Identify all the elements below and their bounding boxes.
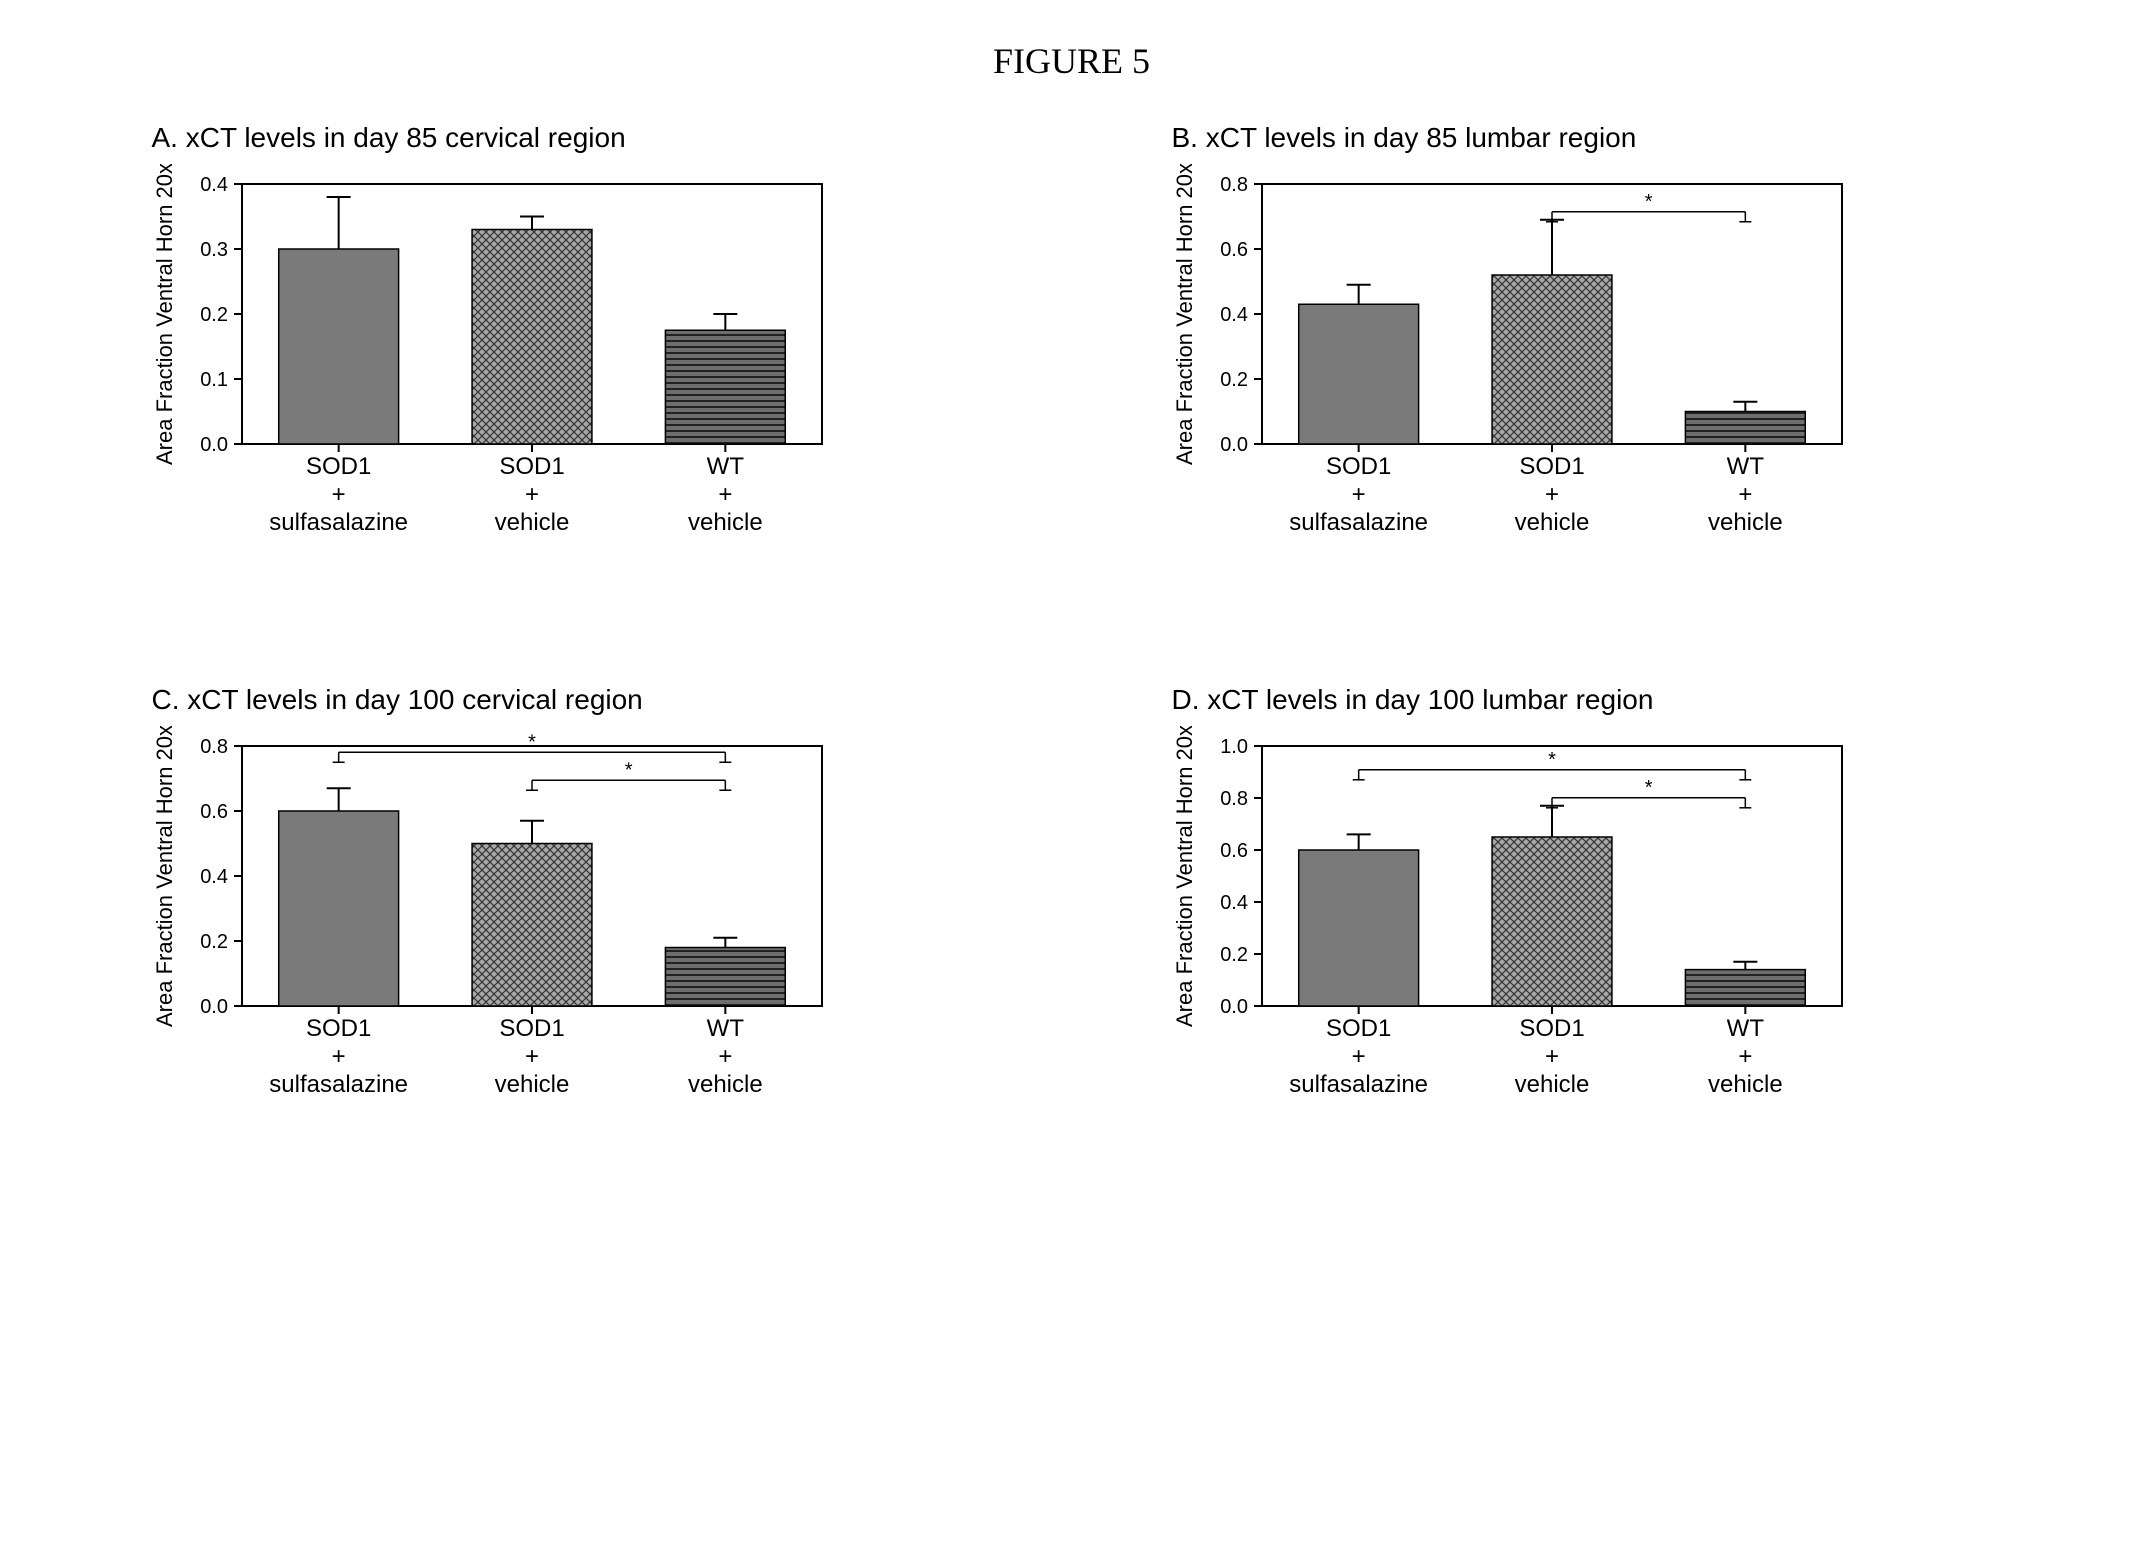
panel-a-chart: 0.0 0.1 0.2 0.3 0.4 Area Fraction Ventral Hor…: [122, 164, 922, 564]
svg-text:0.4: 0.4: [200, 174, 228, 196]
svg-text:+: +: [1544, 1043, 1558, 1070]
panel-c-title: C. xCT levels in day 100 cervical region: [122, 684, 1002, 716]
svg-text:SOD1: SOD1: [1519, 453, 1584, 480]
svg-text:WT: WT: [1726, 453, 1764, 480]
svg-text:WT: WT: [1726, 1015, 1764, 1042]
svg-text:Area Fraction Ventral Horn 20x: Area Fraction Ventral Horn 20x: [1172, 726, 1197, 1027]
svg-text:0.8: 0.8: [200, 736, 228, 758]
svg-text:*: *: [528, 731, 536, 753]
svg-text:SOD1: SOD1: [1325, 1015, 1390, 1042]
svg-text:0.0: 0.0: [200, 996, 228, 1018]
svg-text:0.6: 0.6: [1220, 239, 1248, 261]
svg-text:SOD1: SOD1: [499, 1015, 564, 1042]
svg-text:0.4: 0.4: [1220, 304, 1248, 326]
svg-text:+: +: [1738, 481, 1752, 508]
svg-text:+: +: [718, 481, 732, 508]
svg-text:sulfasalazine: sulfasalazine: [269, 509, 408, 536]
svg-text:*: *: [624, 759, 632, 781]
svg-text:*: *: [1548, 749, 1556, 771]
svg-text:0.8: 0.8: [1220, 174, 1248, 196]
svg-text:vehicle: vehicle: [687, 1071, 762, 1098]
svg-text:*: *: [1644, 191, 1652, 213]
svg-text:+: +: [1351, 481, 1365, 508]
svg-text:vehicle: vehicle: [1707, 509, 1782, 536]
svg-text:0.4: 0.4: [1220, 892, 1248, 914]
svg-text:0.0: 0.0: [1220, 996, 1248, 1018]
svg-text:0.2: 0.2: [200, 931, 228, 953]
svg-text:WT: WT: [706, 453, 744, 480]
svg-text:+: +: [1544, 481, 1558, 508]
panel-c-chart: 0.0 0.2 0.4 0.6 0.8 Area Fraction Ventral Hor…: [122, 726, 922, 1126]
svg-text:+: +: [331, 1043, 345, 1070]
svg-text:SOD1: SOD1: [1519, 1015, 1584, 1042]
svg-text:0.8: 0.8: [1220, 788, 1248, 810]
svg-text:+: +: [1351, 1043, 1365, 1070]
panel-b-chart: 0.0 0.2 0.4 0.6 0.8 Area Fraction Ventral Hor…: [1142, 164, 1942, 564]
panel-d-title: D. xCT levels in day 100 lumbar region: [1142, 684, 2022, 716]
svg-text:*: *: [1644, 777, 1652, 799]
svg-text:SOD1: SOD1: [1325, 453, 1390, 480]
panel-a-title: A. xCT levels in day 85 cervical region: [122, 122, 1002, 154]
svg-text:0.2: 0.2: [200, 304, 228, 326]
svg-text:1.0: 1.0: [1220, 736, 1248, 758]
svg-text:0.6: 0.6: [1220, 840, 1248, 862]
svg-text:sulfasalazine: sulfasalazine: [1289, 509, 1428, 536]
svg-text:+: +: [524, 1043, 538, 1070]
svg-text:+: +: [524, 481, 538, 508]
panel-grid: A. xCT levels in day 85 cervical region …: [122, 122, 2022, 1126]
panel-b-title: B. xCT levels in day 85 lumbar region: [1142, 122, 2022, 154]
panel-d: D. xCT levels in day 100 lumbar region 0…: [1142, 684, 2022, 1126]
svg-text:Area Fraction Ventral Horn 20x: Area Fraction Ventral Horn 20x: [152, 726, 177, 1027]
svg-text:+: +: [718, 1043, 732, 1070]
svg-text:vehicle: vehicle: [1514, 509, 1589, 536]
svg-text:vehicle: vehicle: [494, 1071, 569, 1098]
svg-text:SOD1: SOD1: [305, 1015, 370, 1042]
svg-text:Area Fraction Ventral Horn 20x: Area Fraction Ventral Horn 20x: [152, 164, 177, 465]
svg-text:sulfasalazine: sulfasalazine: [1289, 1071, 1428, 1098]
svg-text:+: +: [331, 481, 345, 508]
svg-text:0.4: 0.4: [200, 866, 228, 888]
svg-text:0.2: 0.2: [1220, 369, 1248, 391]
svg-text:vehicle: vehicle: [1707, 1071, 1782, 1098]
svg-text:0.0: 0.0: [200, 434, 228, 456]
svg-text:WT: WT: [706, 1015, 744, 1042]
svg-text:vehicle: vehicle: [1514, 1071, 1589, 1098]
figure-title: FIGURE 5: [40, 40, 2103, 82]
svg-text:Area Fraction Ventral Horn 20x: Area Fraction Ventral Horn 20x: [1172, 164, 1197, 465]
svg-text:0.3: 0.3: [200, 239, 228, 261]
panel-a: A. xCT levels in day 85 cervical region …: [122, 122, 1002, 564]
svg-text:vehicle: vehicle: [494, 509, 569, 536]
svg-text:+: +: [1738, 1043, 1752, 1070]
svg-text:0.0: 0.0: [1220, 434, 1248, 456]
svg-text:SOD1: SOD1: [305, 453, 370, 480]
svg-text:0.2: 0.2: [1220, 944, 1248, 966]
svg-text:SOD1: SOD1: [499, 453, 564, 480]
svg-text:0.1: 0.1: [200, 369, 228, 391]
panel-d-chart: 0.0 0.2 0.4 0.6 0.8 1.0 Area Fraction Ventral …: [1142, 726, 1942, 1126]
svg-text:vehicle: vehicle: [687, 509, 762, 536]
svg-text:0.6: 0.6: [200, 801, 228, 823]
svg-text:sulfasalazine: sulfasalazine: [269, 1071, 408, 1098]
panel-b: B. xCT levels in day 85 lumbar region 0.…: [1142, 122, 2022, 564]
panel-c: C. xCT levels in day 100 cervical region…: [122, 684, 1002, 1126]
